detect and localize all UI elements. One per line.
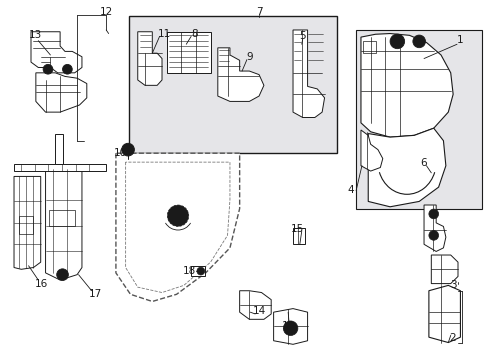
Text: 13: 13 xyxy=(29,30,42,40)
Polygon shape xyxy=(367,128,445,207)
Circle shape xyxy=(412,35,425,48)
Text: 4: 4 xyxy=(347,185,354,195)
Text: 19: 19 xyxy=(281,321,294,332)
Text: 1: 1 xyxy=(456,35,463,45)
Text: 16: 16 xyxy=(35,279,48,289)
Text: 5: 5 xyxy=(299,31,305,41)
Polygon shape xyxy=(129,16,336,153)
Text: 12: 12 xyxy=(100,7,113,17)
Circle shape xyxy=(428,209,438,219)
Polygon shape xyxy=(116,153,239,301)
Text: 14: 14 xyxy=(252,306,265,316)
Text: 17: 17 xyxy=(88,289,102,299)
Polygon shape xyxy=(14,164,106,171)
Polygon shape xyxy=(138,32,162,85)
Text: 11: 11 xyxy=(158,28,171,39)
Polygon shape xyxy=(166,32,210,73)
Polygon shape xyxy=(49,210,75,226)
Text: 10: 10 xyxy=(114,148,127,158)
Polygon shape xyxy=(292,30,324,117)
Circle shape xyxy=(197,267,204,275)
Polygon shape xyxy=(360,130,382,171)
Text: 2: 2 xyxy=(448,333,454,343)
Text: 15: 15 xyxy=(291,224,304,234)
Polygon shape xyxy=(31,32,82,73)
Polygon shape xyxy=(45,169,82,280)
Polygon shape xyxy=(19,216,33,234)
Circle shape xyxy=(428,230,438,240)
Polygon shape xyxy=(125,162,229,293)
Text: 9: 9 xyxy=(245,52,252,62)
Polygon shape xyxy=(36,73,87,112)
Polygon shape xyxy=(14,176,41,269)
Text: 7: 7 xyxy=(255,7,262,17)
Polygon shape xyxy=(273,309,307,344)
Text: 18: 18 xyxy=(183,266,196,276)
Polygon shape xyxy=(430,255,457,284)
Text: 3: 3 xyxy=(449,280,455,291)
Polygon shape xyxy=(363,41,375,53)
Polygon shape xyxy=(217,48,264,102)
Text: 6: 6 xyxy=(420,158,427,168)
Polygon shape xyxy=(191,266,204,276)
Polygon shape xyxy=(423,205,445,251)
Polygon shape xyxy=(360,33,452,137)
Polygon shape xyxy=(428,285,460,342)
Circle shape xyxy=(167,205,188,226)
Circle shape xyxy=(389,34,404,49)
Text: 8: 8 xyxy=(191,28,198,39)
Circle shape xyxy=(43,64,53,74)
Circle shape xyxy=(122,143,134,156)
Circle shape xyxy=(283,321,297,336)
Polygon shape xyxy=(292,228,305,244)
Polygon shape xyxy=(55,134,62,164)
Polygon shape xyxy=(239,291,271,319)
Polygon shape xyxy=(355,30,481,208)
Circle shape xyxy=(57,269,68,280)
Circle shape xyxy=(62,64,72,74)
